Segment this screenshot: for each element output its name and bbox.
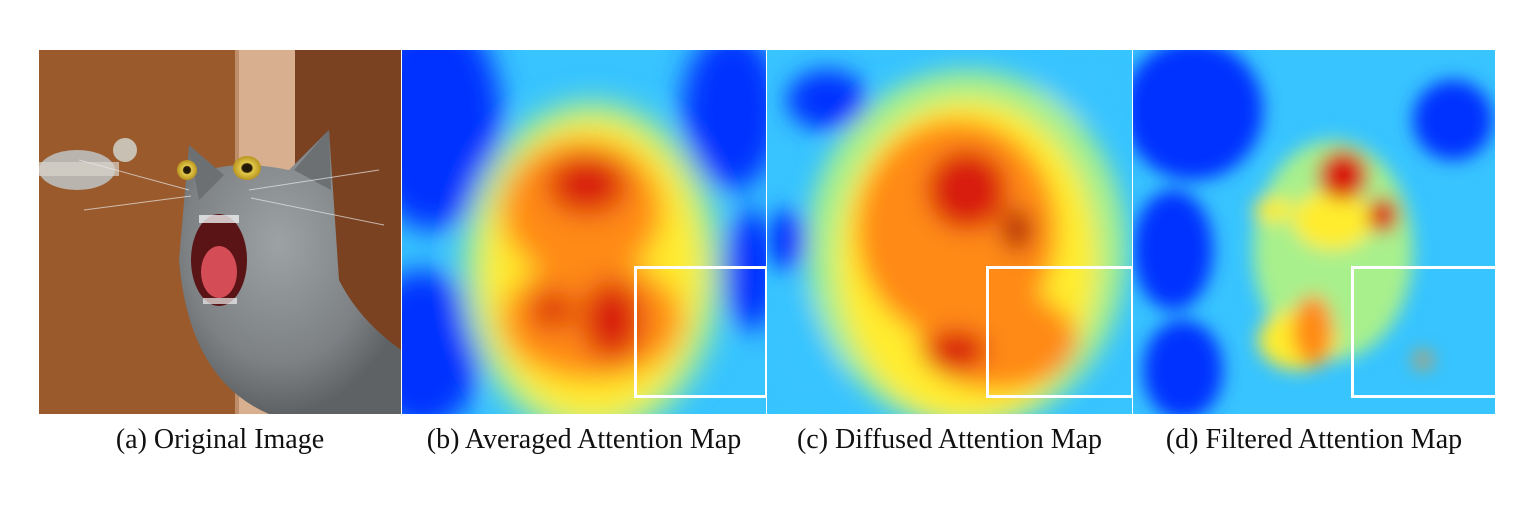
heatmap-diffused bbox=[767, 50, 1132, 414]
heatmap-filtered bbox=[1133, 50, 1495, 414]
caption-diffused-attention-map: (c) Diffused Attention Map bbox=[796, 424, 1103, 455]
caption-original-image: (a) Original Image bbox=[115, 424, 325, 455]
filtered-attention-map bbox=[1133, 50, 1495, 414]
caption-filtered-attention-map: (d) Filtered Attention Map bbox=[1165, 424, 1463, 455]
diffused-attention-map bbox=[767, 50, 1132, 414]
cat-photo bbox=[39, 50, 401, 414]
caption-averaged-attention-map: (b) Averaged Attention Map bbox=[426, 424, 742, 455]
averaged-attention-map bbox=[402, 50, 766, 414]
heatmap-averaged bbox=[402, 50, 766, 414]
original-image bbox=[39, 50, 401, 414]
highlight-box bbox=[1351, 266, 1495, 398]
highlight-box bbox=[986, 266, 1132, 398]
highlight-box bbox=[634, 266, 766, 398]
